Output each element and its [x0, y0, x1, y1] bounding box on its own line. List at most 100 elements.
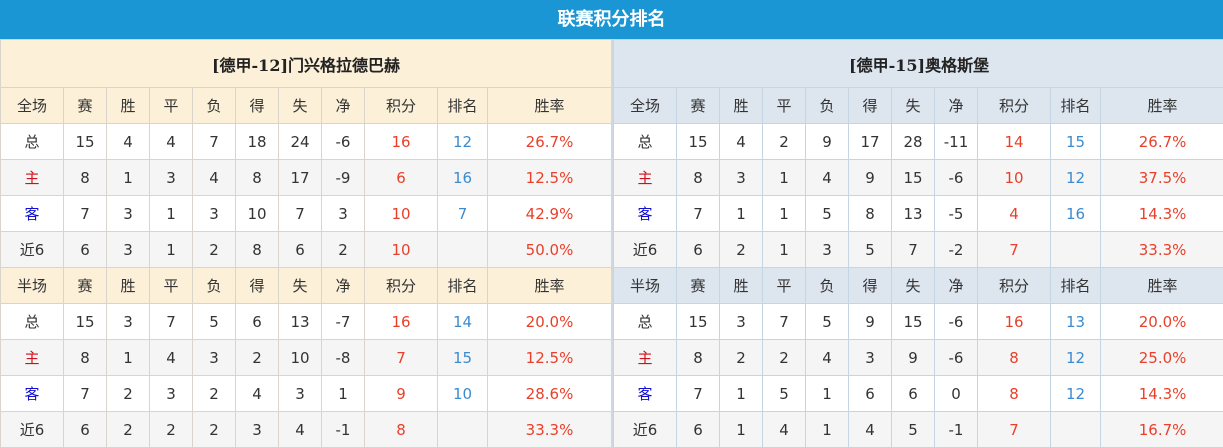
table-row-away: 客 7 1 1 5 8 13 -5 4 16 14.3% [613, 195, 1223, 232]
table-row-total: 总 15 4 2 9 17 28 -11 14 15 26.7% [613, 123, 1223, 160]
column-header: 排名 [437, 87, 488, 124]
table-cell: 10 [977, 159, 1051, 196]
table-cell: 37.5% [1099, 159, 1223, 196]
table-cell: 9 [891, 339, 935, 376]
table-cell: 25.0% [1099, 339, 1223, 376]
column-header: 胜率 [1099, 267, 1223, 304]
team-name[interactable]: [德甲-15]奥格斯堡 [612, 39, 1223, 88]
column-header: 赛 [676, 267, 720, 304]
table-cell: 2 [192, 231, 236, 268]
table-cell: 9 [848, 159, 892, 196]
table-cell: -1 [321, 411, 365, 448]
page-title: 联赛积分排名 [0, 0, 1223, 39]
table-cell [1050, 411, 1101, 448]
table-cell: 4 [805, 339, 849, 376]
table-cell: 4 [149, 339, 193, 376]
table-cell [1050, 231, 1101, 268]
table-cell: 6 [364, 159, 438, 196]
table-cell: 17 [278, 159, 322, 196]
table-cell: 8 [63, 339, 107, 376]
table-cell: 5 [805, 195, 849, 232]
column-header: 胜率 [487, 87, 612, 124]
table-cell: 6 [63, 411, 107, 448]
table-cell: 5 [805, 303, 849, 340]
table-cell: 15 [676, 123, 720, 160]
column-header: 胜 [106, 87, 150, 124]
table-cell: 4 [192, 159, 236, 196]
column-header: 失 [278, 87, 322, 124]
column-header: 排名 [1050, 267, 1101, 304]
table-cell: 2 [149, 411, 193, 448]
table-cell: 33.3% [487, 411, 612, 448]
table-row-home: 主 8 2 2 4 3 9 -6 8 12 25.0% [613, 339, 1223, 376]
table-cell [437, 231, 488, 268]
table-cell: 主 [613, 339, 677, 376]
table-cell: 14 [437, 303, 488, 340]
home-team-panel: [德甲-12]门兴格拉德巴赫 全场赛胜平负得失净积分 排名 胜率总 15 4 4 7 18 24-… [0, 39, 612, 448]
table-cell: 8 [364, 411, 438, 448]
table-cell: 28.6% [487, 375, 612, 412]
table-cell: 8 [676, 339, 720, 376]
table-cell: 14 [977, 123, 1051, 160]
table-cell: 16 [364, 123, 438, 160]
table-cell: 6 [676, 411, 720, 448]
table-row-home: 主 8 1 3 4 8 17 -9 6 16 12.5% [0, 159, 612, 196]
column-header: 失 [891, 87, 935, 124]
table-cell: 10 [437, 375, 488, 412]
table-cell: 总 [613, 123, 677, 160]
table-cell: 42.9% [487, 195, 612, 232]
table-cell: 13 [1050, 303, 1101, 340]
column-header: 积分 [977, 87, 1051, 124]
table-row-home: 主 8 3 1 4 9 15 -6 10 12 37.5% [613, 159, 1223, 196]
table-cell: 2 [192, 411, 236, 448]
table-cell: 15 [891, 303, 935, 340]
table-cell: 8 [63, 159, 107, 196]
column-header: 半场 [0, 267, 64, 304]
table-cell: -5 [934, 195, 978, 232]
column-header: 负 [805, 267, 849, 304]
column-header: 排名 [1050, 87, 1101, 124]
table-cell: 13 [278, 303, 322, 340]
table-cell: 26.7% [487, 123, 612, 160]
table-cell: 17 [848, 123, 892, 160]
table-cell: 3 [848, 339, 892, 376]
table-cell: 15 [1050, 123, 1101, 160]
team-name[interactable]: [德甲-12]门兴格拉德巴赫 [0, 39, 612, 88]
table-cell: 3 [149, 375, 193, 412]
table-cell: 16 [437, 159, 488, 196]
table-cell: 7 [278, 195, 322, 232]
table-cell: 5 [848, 231, 892, 268]
table-cell: 1 [805, 375, 849, 412]
table-cell: 7 [149, 303, 193, 340]
column-header: 净 [321, 87, 365, 124]
table-cell: 14.3% [1099, 195, 1223, 232]
table-cell: 6 [676, 231, 720, 268]
table-cell: 总 [0, 123, 64, 160]
table-cell: 15 [437, 339, 488, 376]
table-cell: -6 [934, 303, 978, 340]
column-header: 平 [762, 267, 806, 304]
table-cell: 1 [149, 231, 193, 268]
table-cell: -9 [321, 159, 365, 196]
table-cell: 8 [235, 231, 279, 268]
table-cell: 8 [977, 339, 1051, 376]
table-cell: 18 [235, 123, 279, 160]
table-cell: 1 [719, 375, 763, 412]
column-header: 赛 [676, 87, 720, 124]
column-header: 平 [149, 267, 193, 304]
table-cell: 6 [63, 231, 107, 268]
table-cell: 7 [676, 195, 720, 232]
table-cell [437, 411, 488, 448]
header-row: 全场赛胜平负得失净积分 排名 胜率 [0, 87, 612, 124]
table-cell: 3 [805, 231, 849, 268]
table-cell: 15 [891, 159, 935, 196]
table-cell: 1 [805, 411, 849, 448]
table-cell: 12.5% [487, 159, 612, 196]
table-row-last6: 近6 6 1 4 1 4 5 -1 7 16.7% [613, 411, 1223, 448]
table-cell: 3 [235, 411, 279, 448]
table-cell: 7 [762, 303, 806, 340]
table-cell: 主 [0, 339, 64, 376]
table-cell: 10 [364, 195, 438, 232]
column-header: 胜率 [487, 267, 612, 304]
column-header: 全场 [613, 87, 677, 124]
